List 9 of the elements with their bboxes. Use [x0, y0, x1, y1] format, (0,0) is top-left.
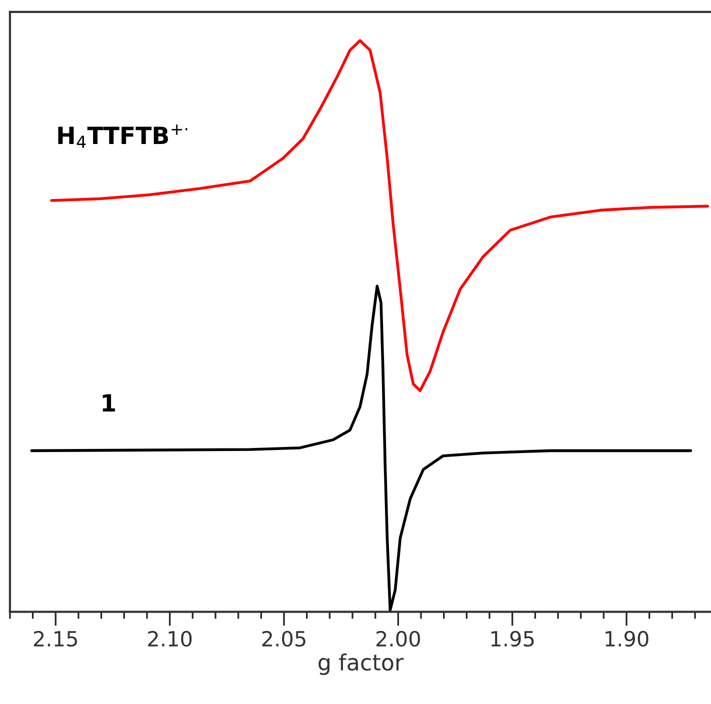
x-axis-title: g factor [318, 653, 404, 675]
x-tick-label: 1.95 [491, 630, 534, 647]
series-label: H$_{4}$TTFTB$^{+·}$ [58, 124, 188, 148]
x-tick-label: 2.00 [376, 630, 420, 647]
x-tick-label: 2.15 [34, 630, 77, 647]
x-tick-label: 1.90 [606, 630, 648, 647]
x-tick-label: 2.10 [148, 630, 192, 647]
x-tick-label: 2.05 [262, 630, 306, 647]
series-label: 1 [102, 394, 115, 412]
